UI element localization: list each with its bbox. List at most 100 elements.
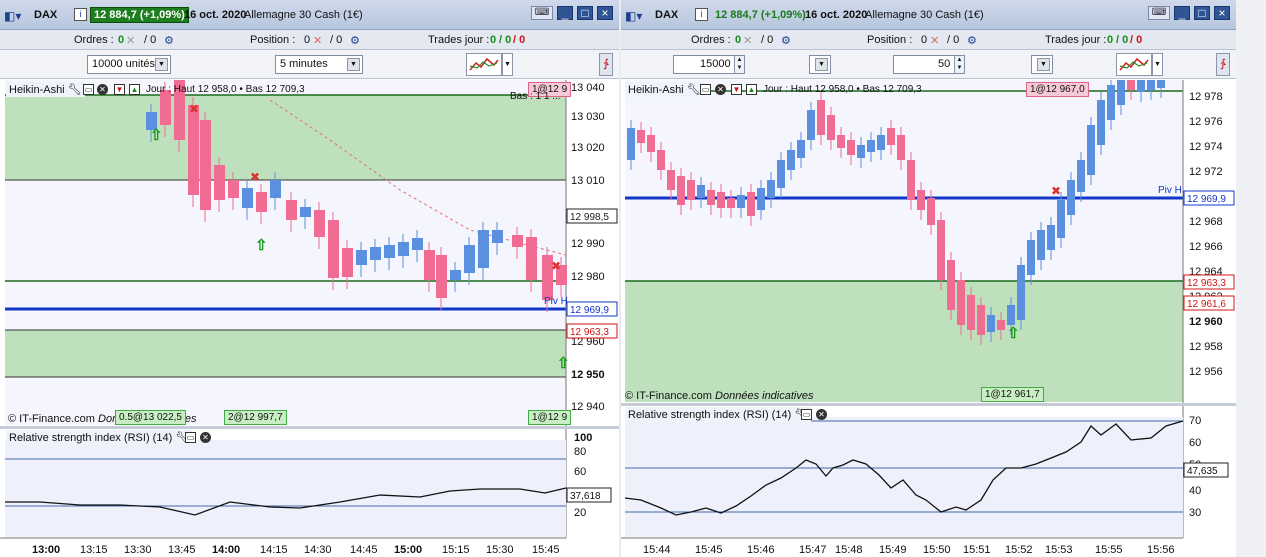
formula-icon[interactable]: ∱: [1216, 53, 1230, 76]
keyboard-icon[interactable]: ⌨: [531, 6, 553, 20]
order-tag[interactable]: 1@12 967,0: [1026, 82, 1089, 97]
up-arrow-icon[interactable]: ▲: [129, 84, 140, 95]
candle-body: [492, 230, 503, 243]
ticks-type-select[interactable]: ▼: [1031, 55, 1053, 74]
close-icon[interactable]: ×: [1214, 6, 1230, 20]
candle-body: [328, 220, 339, 278]
chart-icon[interactable]: ◧▾: [4, 9, 22, 23]
orders-settings-icon[interactable]: ⚙: [781, 35, 791, 47]
chevron-down-icon[interactable]: ▼: [1037, 58, 1050, 71]
order-tag-mid[interactable]: 2@12 997,7: [224, 410, 287, 425]
title-bar[interactable]: ◧▾ DAX i 12 884,7 (+1,09%) 16 oct. 2020 …: [621, 0, 1236, 30]
axis-price-box: [1183, 295, 1235, 311]
window-icon[interactable]: ▭: [801, 409, 812, 420]
indicators-dropdown-icon[interactable]: ▼: [502, 53, 513, 76]
orders-cancel-icon[interactable]: ✕: [743, 35, 753, 47]
axis-price-value: 12 963,3: [1187, 278, 1226, 289]
ticks-stepper[interactable]: 50 ▲ ▼: [893, 55, 965, 74]
ticker-label: DAX: [655, 9, 679, 21]
bas-label: Bas : 1 1 ...: [510, 91, 561, 102]
instrument-label: Allemagne 30 Cash (1€): [865, 9, 984, 21]
time-tick-label: 15:30: [486, 544, 514, 556]
price-tick-label: 13 030: [571, 111, 605, 123]
order-tag-bottom[interactable]: 1@12 961,7: [981, 387, 1044, 402]
candle-body: [1087, 125, 1095, 175]
price-tick-label: 12 976: [1189, 116, 1223, 128]
time-tick-label: 15:55: [1095, 544, 1123, 556]
candle-body: [526, 237, 537, 280]
indicators-dropdown-icon[interactable]: ▼: [1152, 53, 1163, 76]
panel-separator: [621, 403, 1236, 406]
units-value: 10000 unités: [92, 58, 155, 70]
maximize-icon[interactable]: □: [1194, 6, 1210, 20]
rsi-tick-label: 80: [574, 446, 586, 458]
keyboard-icon[interactable]: ⌨: [1148, 6, 1170, 20]
info-icon[interactable]: i: [695, 8, 708, 21]
maximize-icon[interactable]: □: [577, 6, 593, 20]
remove-icon[interactable]: ✕: [200, 432, 211, 443]
minimize-icon[interactable]: _: [1174, 6, 1190, 20]
candle-body: [1127, 80, 1135, 90]
indicators-icon[interactable]: [1116, 53, 1152, 76]
chevron-down-icon[interactable]: ▼: [155, 58, 168, 71]
timeframe-select[interactable]: 5 minutes ▼: [275, 55, 363, 74]
units-quantity-stepper[interactable]: 15000 ▲ ▼: [673, 55, 745, 74]
stepper-arrows-icon[interactable]: ▲ ▼: [734, 56, 744, 73]
price-tick-label: 12 958: [1189, 341, 1223, 353]
wrench-icon[interactable]: 🔧︎: [686, 84, 701, 96]
minimize-icon[interactable]: _: [557, 6, 573, 20]
units-select[interactable]: 10000 unités ▼: [87, 55, 171, 74]
title-bar[interactable]: ◧▾ DAX i 12 884,7 (+1,09%) 16 oct. 2020 …: [0, 0, 619, 30]
order-tag-right[interactable]: 1@12 9: [528, 410, 572, 425]
formula-icon[interactable]: ∱: [599, 53, 613, 76]
chevron-down-icon[interactable]: ▼: [347, 58, 360, 71]
remove-icon[interactable]: ✕: [715, 84, 726, 95]
orders-label: Ordres :: [74, 34, 114, 46]
price-tick-label: 13 040: [571, 82, 605, 94]
axis-price-value: 12 969,9: [1187, 194, 1226, 205]
candle-body: [867, 140, 875, 152]
price-tick-label: 12 974: [1189, 141, 1223, 153]
axis-price-value: 12 998,5: [570, 212, 609, 223]
candle-body: [1157, 80, 1165, 88]
price-tick-label: 12 972: [1189, 166, 1223, 178]
position-settings-icon[interactable]: ⚙: [967, 35, 977, 47]
rsi-line: [624, 420, 1184, 516]
indicators-icon[interactable]: [466, 53, 502, 76]
window-icon[interactable]: ▭: [700, 84, 711, 95]
down-arrow-icon[interactable]: ▼: [731, 84, 742, 95]
position-close-icon[interactable]: ✕: [930, 35, 940, 47]
order-tag[interactable]: 1@12 9: [528, 82, 572, 97]
sell-signal-icon: ✖: [551, 259, 561, 273]
close-icon[interactable]: ×: [597, 6, 613, 20]
info-icon[interactable]: i: [74, 8, 87, 21]
orders-settings-icon[interactable]: ⚙: [164, 35, 174, 47]
up-arrow-icon[interactable]: ▲: [746, 84, 757, 95]
candle-body: [997, 320, 1005, 330]
candle-body: [647, 135, 655, 152]
position-close-icon[interactable]: ✕: [313, 35, 323, 47]
sell-signal-icon: ✖: [189, 102, 199, 116]
stepper-arrows-icon[interactable]: ▲ ▼: [954, 56, 964, 73]
candle-body: [228, 180, 239, 198]
order-tag-low[interactable]: 0.5@13 022,5: [115, 410, 186, 425]
orders-cancel-icon[interactable]: ✕: [126, 35, 136, 47]
axis-price-box: [566, 301, 618, 317]
units-type-select[interactable]: ▼: [809, 55, 831, 74]
wrench-icon[interactable]: 🔧︎: [67, 84, 82, 96]
chevron-down-icon[interactable]: ▼: [815, 58, 828, 71]
position-total: / 0: [330, 34, 343, 46]
window-icon[interactable]: ▭: [83, 84, 94, 95]
timeframe-value: 5 minutes: [280, 58, 328, 70]
candle-body: [1047, 225, 1055, 250]
position-settings-icon[interactable]: ⚙: [350, 35, 360, 47]
chart-icon[interactable]: ◧▾: [625, 9, 643, 23]
window-icon[interactable]: ▭: [185, 432, 196, 443]
candle-body: [957, 280, 965, 325]
remove-icon[interactable]: ✕: [816, 409, 827, 420]
candle-body: [436, 255, 447, 298]
remove-icon[interactable]: ✕: [97, 84, 108, 95]
down-arrow-icon[interactable]: ▼: [114, 84, 125, 95]
